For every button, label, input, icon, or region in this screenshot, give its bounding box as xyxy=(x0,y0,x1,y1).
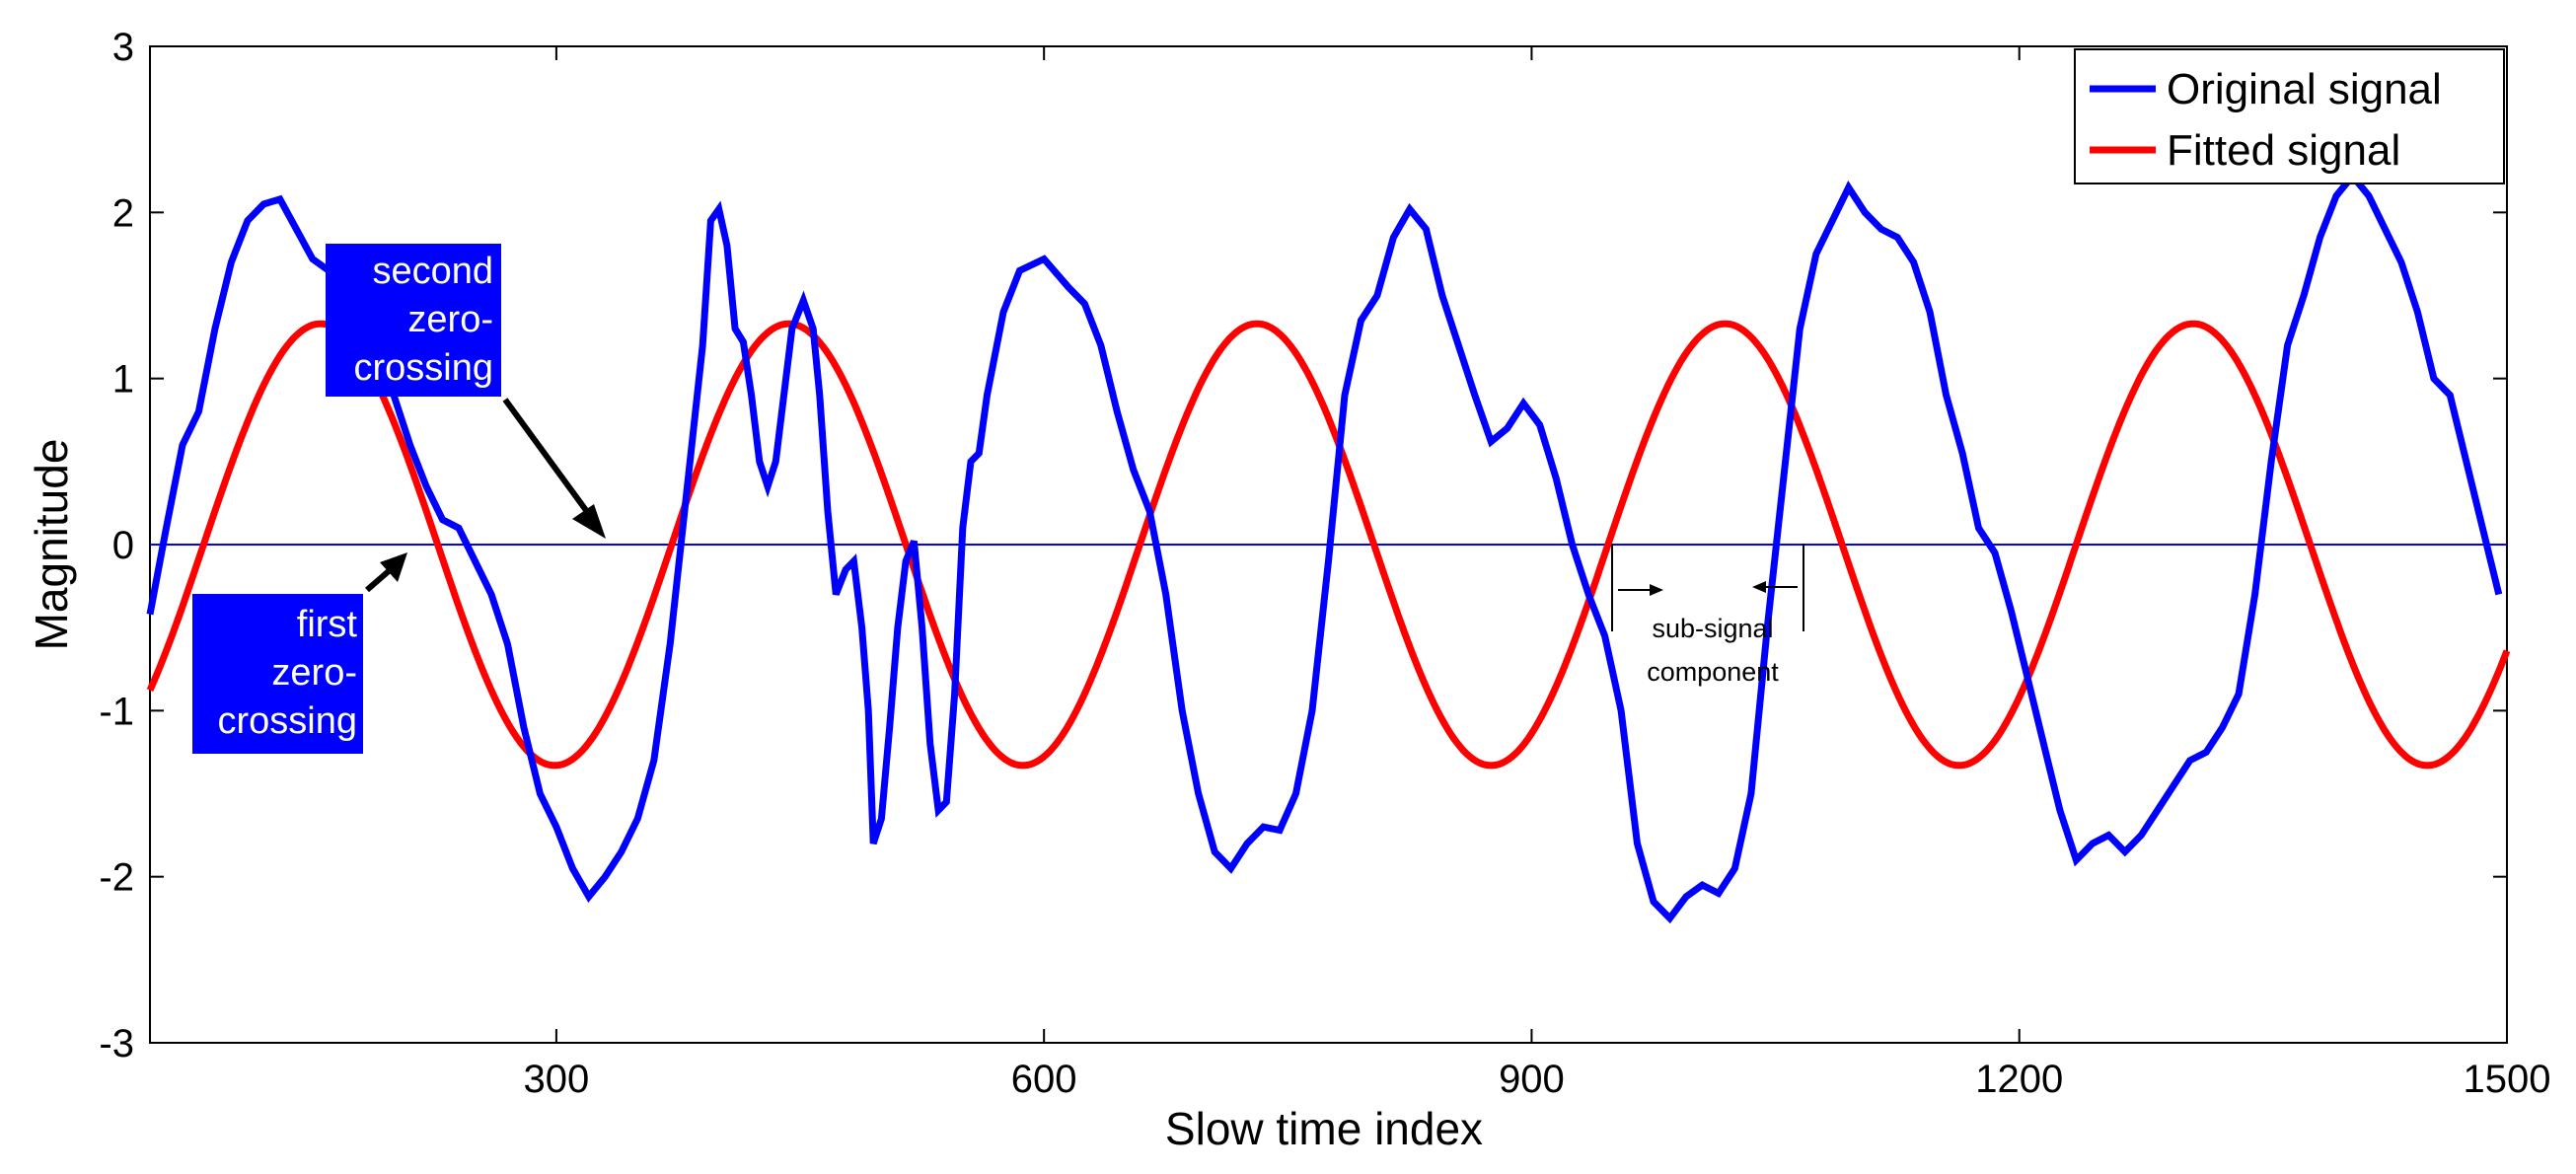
annotation-line: zero- xyxy=(407,299,493,340)
annotation-first-zero-crossing: first zero- crossing xyxy=(192,552,407,754)
legend-original-label: Original signal xyxy=(2167,65,2442,113)
arrow-head xyxy=(1752,581,1766,593)
annotation-line: component xyxy=(1647,657,1779,687)
y-axis-label: Magnitude xyxy=(26,439,77,651)
y-tick-label: 0 xyxy=(112,524,134,567)
legend: Original signal Fitted signal xyxy=(2074,48,2505,184)
y-tick-label: 1 xyxy=(112,358,134,402)
annotation-line: zero- xyxy=(271,652,357,694)
annotation-second-zero-crossing: second zero- crossing xyxy=(326,244,606,539)
x-tick-label: 900 xyxy=(1499,1058,1565,1101)
arrow-shaft xyxy=(502,398,591,515)
y-tick-label: 2 xyxy=(112,191,134,235)
arrow-head xyxy=(1650,584,1663,596)
annotation-box xyxy=(326,244,501,397)
y-tick-label: -1 xyxy=(99,690,134,733)
y-axis: -3 -2 -1 0 1 2 3 xyxy=(99,26,2507,1065)
x-axis-label: Slow time index xyxy=(1165,1103,1483,1154)
x-tick-label: 300 xyxy=(524,1058,590,1101)
annotation-line: crossing xyxy=(354,347,494,389)
x-tick-label: 1500 xyxy=(2464,1058,2551,1101)
x-tick-label: 600 xyxy=(1011,1058,1077,1101)
legend-fitted-label: Fitted signal xyxy=(2167,126,2400,175)
annotation-line: sub-signal xyxy=(1652,614,1773,643)
x-tick-label: 1200 xyxy=(1975,1058,2063,1101)
original-signal-line xyxy=(146,170,2503,924)
arrow-head xyxy=(572,504,606,539)
fitted-signal-line xyxy=(146,320,2511,770)
annotation-box xyxy=(192,594,363,754)
x-axis: 300 600 900 1200 1500 xyxy=(524,46,2551,1101)
legend-box xyxy=(2074,48,2505,184)
annotation-line: crossing xyxy=(218,700,358,742)
y-tick-label: -3 xyxy=(99,1022,134,1065)
y-tick-label: 3 xyxy=(112,26,134,69)
arrow-head xyxy=(380,552,407,582)
annotation-line: second xyxy=(372,251,493,292)
annotation-line: first xyxy=(297,604,358,645)
arrow-shaft xyxy=(365,567,392,593)
annotation-sub-signal-component: sub-signal component xyxy=(1611,544,1804,687)
y-tick-label: -2 xyxy=(99,856,134,900)
